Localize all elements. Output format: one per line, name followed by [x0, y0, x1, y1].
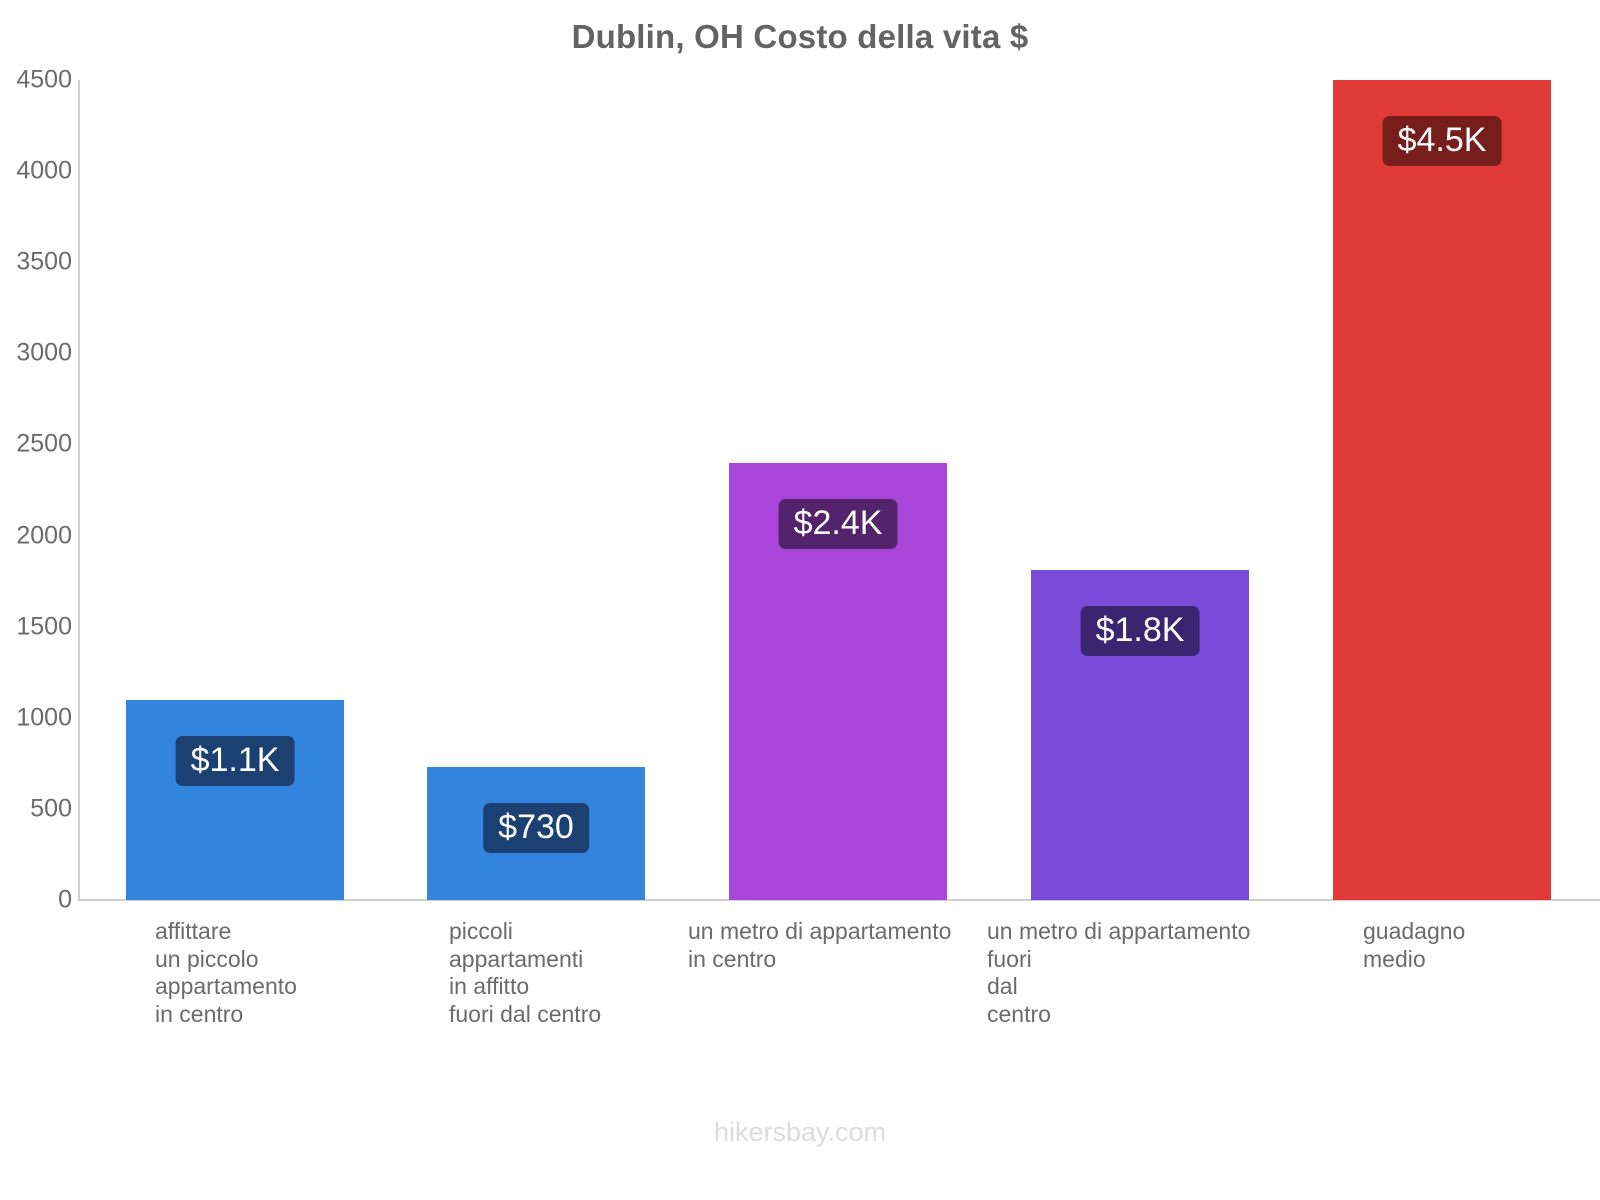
bar-value-label: $1.1K: [175, 735, 295, 786]
category-label: un metro di appartamento in centro: [688, 918, 952, 972]
y-axis-line: [78, 80, 80, 900]
bar-value-label: $2.4K: [778, 498, 898, 549]
y-axis-tick: 2000: [16, 521, 72, 550]
y-axis-tick: 4500: [16, 65, 72, 94]
y-axis-tick: 3500: [16, 247, 72, 276]
bar[interactable]: $2.4K: [729, 462, 947, 900]
y-axis-tick: 1500: [16, 612, 72, 641]
category-label: guadagno medio: [1363, 918, 1466, 972]
y-axis-tick: 3000: [16, 338, 72, 367]
bar-value-label: $4.5K: [1382, 116, 1502, 166]
bar[interactable]: $1.1K: [126, 699, 344, 900]
category-label: piccoli appartamenti in affitto fuori da…: [449, 918, 602, 1027]
category-label: affittare un piccolo appartamento in cen…: [155, 918, 297, 1027]
plot-area: 4500 4000 3500 3000 2500 2000 1500 1000 500 0 $1.…: [0, 0, 1600, 960]
bars-layer: $1.1K $730 $2.4K $1.8K $4.5K: [0, 80, 1600, 900]
category-label: un metro di appartamento fuori dal centr…: [987, 918, 1251, 1027]
bar[interactable]: $730: [427, 766, 645, 900]
y-axis-tick-labels: 4500 4000 3500 3000 2500 2000 1500 1000 500 0: [0, 0, 72, 960]
footer-brand: hikersbay.com: [713, 1117, 887, 1147]
y-axis-tick: 500: [30, 794, 72, 823]
bar-value-label: $1.8K: [1080, 606, 1200, 657]
y-axis-tick: 4000: [16, 156, 72, 185]
y-axis-tick: 2500: [16, 429, 72, 458]
chart-title: Dublin, OH Costo della vita $: [571, 18, 1029, 55]
bar[interactable]: $1.8K: [1031, 570, 1249, 900]
bar-value-label: $730: [483, 802, 589, 853]
bar[interactable]: $4.5K: [1333, 80, 1551, 900]
y-axis-tick: 1000: [16, 703, 72, 732]
x-axis-category-labels: affittare un piccolo appartamento in cen…: [0, 918, 1600, 1068]
y-axis-tick: 0: [58, 885, 72, 914]
x-axis-line: [78, 899, 1600, 901]
